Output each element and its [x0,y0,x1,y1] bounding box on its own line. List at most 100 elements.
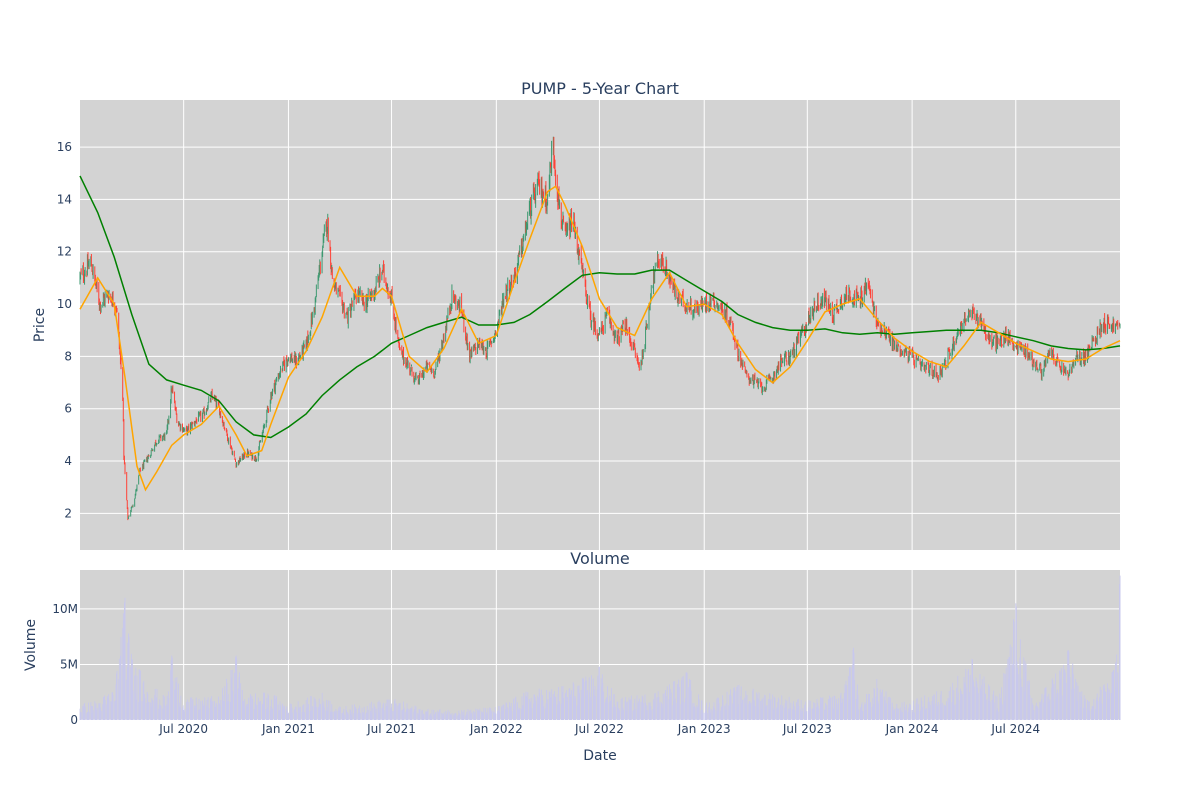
price-y-tick-label: 16 [57,140,72,154]
volume-bar [132,659,133,720]
volume-bar [834,696,836,720]
volume-bar [682,701,684,720]
volume-bar [572,682,574,720]
volume-bar [888,701,890,720]
volume-bar [395,704,396,720]
volume-bar [122,628,124,720]
volume-bar [845,680,847,720]
volume-bar [505,702,507,720]
volume-bar [124,602,125,720]
volume-bar [286,710,288,720]
volume-bar [1013,621,1015,720]
volume-bar [718,703,720,720]
volume-bar [785,707,787,720]
volume-bar [746,694,748,720]
volume-bar [481,711,482,720]
volume-bar [421,710,423,720]
volume-bar [656,697,658,720]
volume-bar [497,710,499,720]
volume-bar [781,695,783,720]
volume-bar [363,713,365,720]
volume-bar [632,710,634,720]
volume-bar [526,697,528,720]
volume-bar [745,690,747,720]
price-y-ticks: 2 4 6 8 10 12 14 16 [57,140,72,520]
volume-bar [176,677,178,720]
volume-bar [832,707,834,720]
volume-bar [423,713,424,720]
volume-bar [1100,689,1102,720]
volume-bar [483,707,485,720]
volume-bar [621,711,623,720]
volume-bar [162,708,164,720]
volume-bar [247,707,248,720]
volume-bar [1019,639,1021,720]
volume-bar [514,697,516,720]
volume-bar [941,707,943,720]
volume-bar [252,699,254,720]
price-plot-area[interactable] [80,100,1120,550]
volume-bar [493,713,495,720]
volume-bar [849,698,851,720]
volume-bar [470,713,472,720]
volume-bar [535,700,537,720]
volume-bar [349,709,351,720]
volume-bar [459,713,461,720]
volume-bar [904,707,906,720]
volume-bar [302,705,304,720]
volume-bar [813,709,815,720]
volume-bar [147,702,149,720]
volume-bar [756,692,758,720]
volume-bar [491,710,493,720]
volume-bar [1075,678,1077,720]
volume-bar [666,686,668,720]
x-tick-label: Jul 2023 [782,722,832,736]
volume-bar [1033,710,1035,720]
volume-bar [407,708,409,720]
volume-bar [830,697,832,720]
volume-bar [415,711,416,720]
volume-bar [529,703,531,720]
volume-bar [629,700,631,720]
volume-bar [530,697,532,720]
volume-bar [573,683,575,720]
volume-bar [184,708,186,720]
volume-bar [980,688,981,720]
volume-bar [633,703,635,720]
volume-bar [419,710,420,720]
volume-bar [808,700,810,720]
volume-bar [1055,673,1057,720]
volume-bar [172,681,174,720]
volume-bar [895,708,897,720]
volume-bar [979,674,981,720]
volume-bar [330,711,332,720]
volume-bar [326,711,328,720]
volume-bar [124,597,126,720]
volume-bar [200,701,202,720]
volume-bar [964,682,965,720]
volume-bar [871,706,873,720]
volume-bar [253,709,255,720]
volume-bar [114,701,116,720]
volume-bar [1039,704,1041,720]
volume-bar [270,706,272,720]
volume-bar [843,692,845,720]
volume-plot-area[interactable] [80,570,1120,720]
volume-bar [353,713,355,720]
volume-bar [379,702,381,720]
volume-bar [84,706,86,720]
volume-bar [99,704,100,720]
volume-bar [816,706,817,720]
volume-bar [952,697,954,720]
volume-bar [142,701,144,720]
volume-bar [202,700,203,720]
volume-bar [760,701,762,720]
volume-bar [211,710,213,720]
volume-bar [294,706,296,720]
volume-bar [231,669,233,720]
volume-bar [260,701,261,720]
volume-bar [1105,692,1107,720]
volume-bar [757,707,759,720]
volume-bar [929,704,931,720]
volume-bar [375,708,377,720]
